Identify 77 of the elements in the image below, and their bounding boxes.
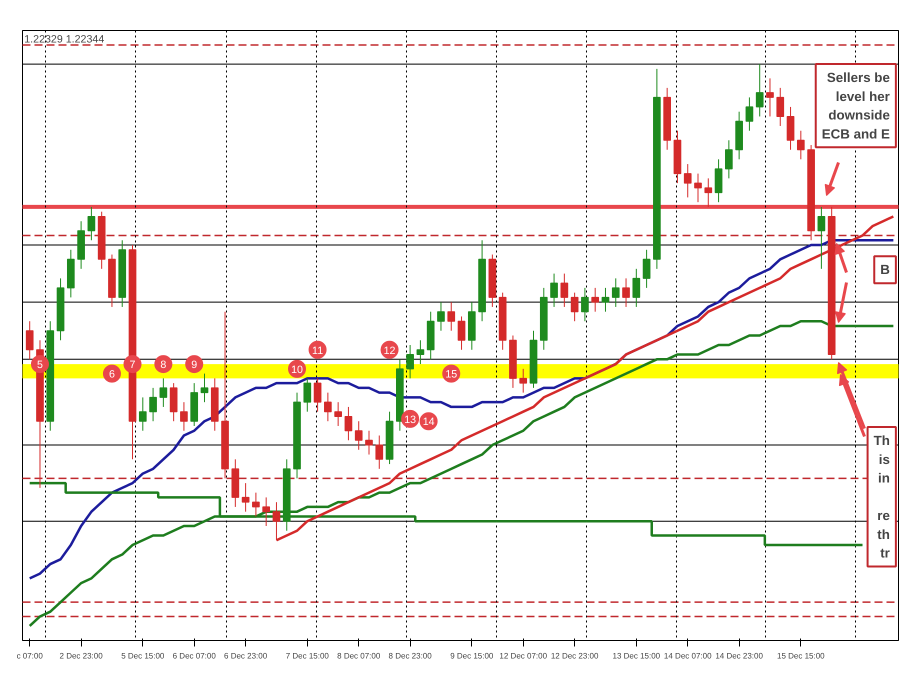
x-tick-label: 12 Dec 23:00 — [550, 652, 599, 660]
candlestick — [632, 268, 640, 308]
candlestick — [242, 482, 250, 512]
annotation: 15 — [445, 368, 458, 381]
candlestick — [375, 435, 384, 470]
x-tick-label: 15 Dec 15:00 — [777, 652, 826, 660]
candlestick — [756, 64, 764, 117]
annotation: 13 — [404, 414, 416, 426]
x-tick-label: 14 Dec 23:00 — [715, 652, 764, 660]
annotation: 6 — [108, 368, 115, 381]
candlestick — [642, 249, 650, 288]
x-tick-label: 2 Dec 23:00 — [60, 652, 104, 660]
candlestick — [458, 316, 466, 350]
x-tick-label: 9 Dec 15:00 — [450, 652, 494, 660]
text: Th is in re th tr — [874, 433, 890, 560]
candlestick — [581, 287, 589, 322]
candlestick — [684, 164, 692, 198]
annotation: 11 — [312, 344, 324, 357]
candlestick — [170, 382, 178, 422]
x-tick-label: 5 Dec 15:00 — [121, 652, 165, 660]
candlestick — [786, 106, 794, 150]
candlestick — [180, 402, 188, 432]
annotation: Sellers be level her downside ECB and E — [822, 70, 890, 142]
candlestick — [704, 178, 712, 208]
annotation: 8 — [160, 359, 166, 372]
candlestick — [262, 496, 270, 526]
candlestick — [591, 287, 600, 312]
candlestick — [416, 340, 424, 365]
candlestick — [149, 387, 157, 422]
x-tick-label: 7 Dec 15:00 — [286, 652, 330, 660]
candlestick — [437, 302, 445, 332]
candlestick — [560, 273, 568, 308]
candlestick — [766, 78, 774, 117]
annotation: 5 — [37, 359, 44, 372]
candlestick — [796, 130, 805, 160]
candlestick — [406, 344, 414, 379]
candlestick — [303, 378, 312, 412]
annotation: 14 — [422, 416, 435, 428]
candlestick — [447, 302, 456, 332]
annotation: 10 — [291, 364, 304, 376]
candlestick — [354, 420, 363, 450]
x-tick-label: 13 Dec 15:00 — [612, 652, 661, 660]
candlestick — [818, 206, 826, 270]
candlestick — [602, 287, 610, 312]
x-tick-label: 6 Dec 23:00 — [224, 652, 268, 660]
candlestick — [746, 96, 754, 132]
candlestick — [344, 406, 352, 441]
candlestick — [519, 368, 528, 394]
candlestick — [200, 373, 208, 403]
x-tick-label: 8 Dec 07:00 — [337, 652, 381, 660]
x-tick-label: 8 Dec 23:00 — [388, 652, 432, 660]
candlestick — [252, 492, 260, 517]
candlestick — [725, 140, 733, 179]
candlestick — [138, 396, 147, 432]
candlestick — [160, 378, 168, 408]
candlestick — [776, 87, 784, 126]
candlestick — [26, 320, 34, 360]
candlestick — [88, 206, 96, 241]
annotation: 7 — [130, 359, 136, 372]
annotation: 9 — [191, 359, 198, 372]
annotation: B — [880, 262, 890, 278]
annotation: 12 — [384, 344, 396, 357]
candlestick — [314, 378, 322, 412]
candlestick — [714, 158, 722, 203]
x-tick-label: 14 Dec 07:00 — [664, 652, 712, 660]
candlestick — [570, 292, 578, 322]
candlestick — [622, 278, 630, 308]
candlestick — [324, 392, 332, 422]
x-tick-label: c 07:00 — [16, 652, 44, 660]
x-tick-label: 12 Dec 07:00 — [499, 652, 548, 660]
candlestick — [612, 278, 620, 308]
text: 1.22329 1.22344 — [24, 34, 104, 46]
candlestick — [365, 430, 373, 456]
candlestick — [334, 402, 342, 426]
x-tick-label: 6 Dec 07:00 — [172, 652, 216, 660]
candlestick — [550, 273, 558, 308]
candlestick — [694, 173, 702, 203]
